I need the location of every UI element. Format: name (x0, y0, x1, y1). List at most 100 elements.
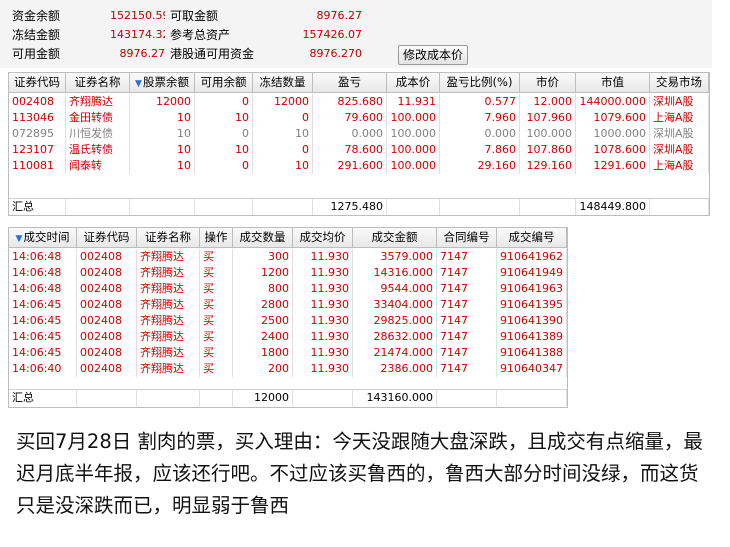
table-cell[interactable]: 910641962 (497, 249, 567, 265)
column-header[interactable]: 操作 (200, 228, 233, 248)
table-cell[interactable]: 7.960 (440, 110, 520, 126)
table-cell[interactable]: 110081 (9, 158, 66, 174)
table-cell[interactable]: 910641963 (497, 281, 567, 297)
table-cell[interactable]: 002408 (77, 281, 137, 297)
table-cell[interactable]: 0 (195, 94, 253, 110)
table-cell[interactable]: 齐翔腾达 (137, 361, 200, 377)
table-cell[interactable]: 1291.600 (576, 158, 650, 174)
table-cell[interactable]: 002408 (77, 361, 137, 377)
table-cell[interactable]: 14316.000 (353, 265, 437, 281)
table-cell[interactable]: 买 (200, 329, 233, 345)
table-cell[interactable]: 910640347 (497, 361, 567, 377)
column-header[interactable]: 市价 (520, 73, 576, 93)
table-cell[interactable]: 14:06:48 (9, 249, 77, 265)
table-cell[interactable]: 29.160 (440, 158, 520, 174)
table-cell[interactable]: 买 (200, 249, 233, 265)
table-cell[interactable]: 910641388 (497, 345, 567, 361)
table-cell[interactable]: 2400 (233, 329, 293, 345)
table-cell[interactable]: 123107 (9, 142, 66, 158)
table-cell[interactable]: 深圳A股 (650, 94, 709, 110)
table-cell[interactable]: 100.000 (387, 126, 440, 142)
column-header[interactable]: 证券名称 (66, 73, 130, 93)
table-cell[interactable]: 11.931 (387, 94, 440, 110)
table-cell[interactable]: 10 (253, 126, 313, 142)
table-cell[interactable]: 14:06:45 (9, 345, 77, 361)
column-header[interactable]: 盈亏比例(%) (440, 73, 520, 93)
column-header[interactable]: 可用余额 (195, 73, 253, 93)
table-cell[interactable]: 910641949 (497, 265, 567, 281)
table-cell[interactable]: 291.600 (313, 158, 387, 174)
column-header[interactable]: 证券代码 (9, 73, 66, 93)
table-cell[interactable]: 11.930 (293, 329, 353, 345)
table-cell[interactable]: 28632.000 (353, 329, 437, 345)
table-cell[interactable]: 9544.000 (353, 281, 437, 297)
table-cell[interactable]: 11.930 (293, 281, 353, 297)
table-cell[interactable]: 21474.000 (353, 345, 437, 361)
table-cell[interactable]: 0 (195, 158, 253, 174)
table-cell[interactable]: 7.860 (440, 142, 520, 158)
table-cell[interactable]: 7147 (437, 249, 497, 265)
table-cell[interactable]: 107.960 (520, 110, 576, 126)
table-cell[interactable]: 7147 (437, 345, 497, 361)
table-cell[interactable]: 上海A股 (650, 110, 709, 126)
table-cell[interactable]: 3579.000 (353, 249, 437, 265)
table-cell[interactable]: 14:06:45 (9, 297, 77, 313)
table-cell[interactable]: 14:06:40 (9, 361, 77, 377)
table-cell[interactable]: 002408 (77, 329, 137, 345)
table-cell[interactable]: 1079.600 (576, 110, 650, 126)
table-cell[interactable]: 0 (195, 126, 253, 142)
table-cell[interactable]: 12000 (130, 94, 195, 110)
table-cell[interactable]: 29825.000 (353, 313, 437, 329)
table-cell[interactable]: 川恒发债 (66, 126, 130, 142)
column-header[interactable]: 市值 (576, 73, 650, 93)
table-cell[interactable]: 10 (195, 142, 253, 158)
column-header[interactable]: ▼成交时间 (9, 228, 77, 248)
table-cell[interactable]: 7147 (437, 361, 497, 377)
table-cell[interactable]: 144000.000 (576, 94, 650, 110)
table-cell[interactable]: 齐翔腾达 (66, 94, 130, 110)
table-cell[interactable]: 910641395 (497, 297, 567, 313)
table-cell[interactable]: 7147 (437, 329, 497, 345)
table-cell[interactable]: 10 (253, 158, 313, 174)
table-cell[interactable]: 825.680 (313, 94, 387, 110)
table-cell[interactable]: 2386.000 (353, 361, 437, 377)
table-cell[interactable]: 12.000 (520, 94, 576, 110)
table-cell[interactable]: 买 (200, 281, 233, 297)
table-cell[interactable]: 11.930 (293, 297, 353, 313)
table-cell[interactable]: 11.930 (293, 345, 353, 361)
table-cell[interactable]: 1000.000 (576, 126, 650, 142)
table-cell[interactable]: 买 (200, 345, 233, 361)
table-cell[interactable]: 7147 (437, 265, 497, 281)
table-cell[interactable]: 300 (233, 249, 293, 265)
table-cell[interactable]: 11.930 (293, 249, 353, 265)
table-cell[interactable]: 买 (200, 361, 233, 377)
table-cell[interactable]: 7147 (437, 313, 497, 329)
table-cell[interactable]: 10 (130, 158, 195, 174)
column-header[interactable]: ▼股票余额 (130, 73, 195, 93)
table-cell[interactable]: 闻泰转 (66, 158, 130, 174)
table-cell[interactable]: 齐翔腾达 (137, 329, 200, 345)
table-cell[interactable]: 齐翔腾达 (137, 249, 200, 265)
table-cell[interactable]: 0.000 (440, 126, 520, 142)
table-cell[interactable]: 2800 (233, 297, 293, 313)
table-cell[interactable]: 10 (130, 142, 195, 158)
column-header[interactable]: 冻结数量 (253, 73, 313, 93)
table-cell[interactable]: 深圳A股 (650, 126, 709, 142)
table-cell[interactable]: 910641390 (497, 313, 567, 329)
table-cell[interactable]: 12000 (253, 94, 313, 110)
table-cell[interactable]: 14:06:45 (9, 313, 77, 329)
table-cell[interactable]: 温氏转债 (66, 142, 130, 158)
table-cell[interactable]: 1078.600 (576, 142, 650, 158)
table-cell[interactable]: 800 (233, 281, 293, 297)
table-cell[interactable]: 910641389 (497, 329, 567, 345)
table-cell[interactable]: 1200 (233, 265, 293, 281)
column-header[interactable]: 交易市场 (650, 73, 709, 93)
table-cell[interactable]: 33404.000 (353, 297, 437, 313)
column-header[interactable]: 盈亏 (313, 73, 387, 93)
column-header[interactable]: 证券名称 (137, 228, 200, 248)
table-cell[interactable]: 002408 (9, 94, 66, 110)
table-cell[interactable]: 100.000 (387, 142, 440, 158)
table-cell[interactable]: 齐翔腾达 (137, 281, 200, 297)
table-cell[interactable]: 11.930 (293, 313, 353, 329)
table-cell[interactable]: 14:06:45 (9, 329, 77, 345)
